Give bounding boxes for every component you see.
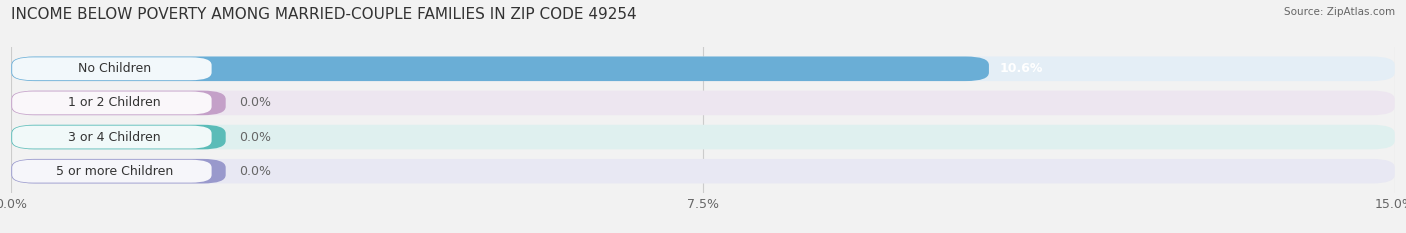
Text: 10.6%: 10.6% [1000, 62, 1043, 75]
Text: 0.0%: 0.0% [239, 165, 271, 178]
Text: 1 or 2 Children: 1 or 2 Children [67, 96, 160, 110]
Text: 3 or 4 Children: 3 or 4 Children [67, 130, 160, 144]
FancyBboxPatch shape [11, 91, 226, 115]
FancyBboxPatch shape [11, 56, 1395, 81]
FancyBboxPatch shape [13, 57, 211, 80]
Text: INCOME BELOW POVERTY AMONG MARRIED-COUPLE FAMILIES IN ZIP CODE 49254: INCOME BELOW POVERTY AMONG MARRIED-COUPL… [11, 7, 637, 22]
FancyBboxPatch shape [11, 159, 1395, 184]
FancyBboxPatch shape [11, 125, 1395, 149]
FancyBboxPatch shape [11, 56, 988, 81]
Text: 0.0%: 0.0% [239, 96, 271, 110]
Text: No Children: No Children [77, 62, 150, 75]
Text: 0.0%: 0.0% [239, 130, 271, 144]
FancyBboxPatch shape [13, 160, 211, 183]
Text: 5 or more Children: 5 or more Children [56, 165, 173, 178]
FancyBboxPatch shape [11, 159, 226, 184]
FancyBboxPatch shape [11, 125, 226, 149]
Text: Source: ZipAtlas.com: Source: ZipAtlas.com [1284, 7, 1395, 17]
FancyBboxPatch shape [11, 91, 1395, 115]
FancyBboxPatch shape [13, 92, 211, 114]
FancyBboxPatch shape [13, 126, 211, 148]
